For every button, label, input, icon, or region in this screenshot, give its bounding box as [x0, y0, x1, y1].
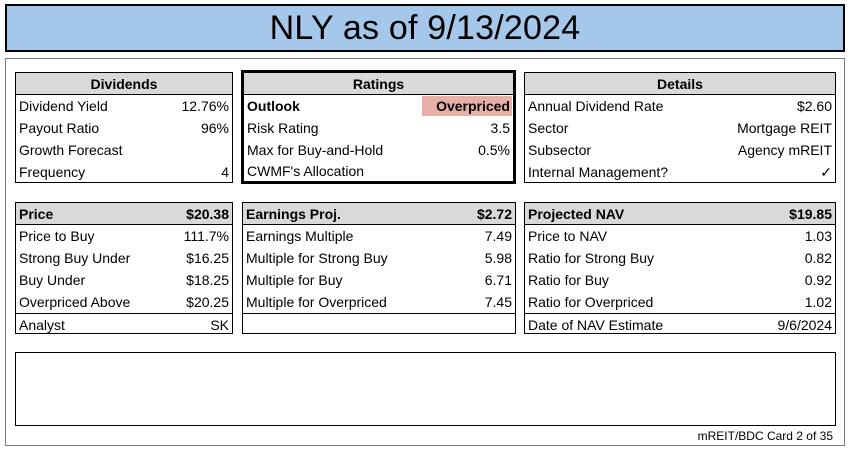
dividends-header: Dividends: [16, 73, 232, 95]
buy-under-row: Buy Under $18.25: [16, 269, 232, 291]
row-value: 0.5%: [478, 142, 510, 158]
price-to-buy-row: Price to Buy 111.7%: [16, 225, 232, 247]
row-label: Outlook: [247, 98, 300, 114]
row-value: 12.76%: [181, 98, 229, 114]
row-label: Subsector: [528, 142, 592, 158]
row-value: Agency mREIT: [737, 142, 832, 158]
row-value: 7.45: [484, 294, 512, 310]
row-label: Price to Buy: [19, 228, 95, 244]
row-label: Payout Ratio: [19, 120, 100, 136]
row-value: $18.25: [186, 272, 229, 288]
row-value: 96%: [200, 120, 229, 136]
row-label: Sector: [528, 120, 569, 136]
row-label: Multiple for Overpriced: [246, 294, 387, 310]
header-label: Projected NAV: [528, 205, 625, 222]
multiple-strong-buy-row: Multiple for Strong Buy 5.98: [243, 247, 515, 269]
page-title: NLY as of 9/13/2024: [5, 4, 845, 52]
row-label: Ratio for Overpriced: [528, 294, 654, 310]
header-label: Price: [19, 205, 54, 222]
row-label: Date of NAV Estimate: [528, 316, 664, 333]
card-footer: mREIT/BDC Card 2 of 35: [697, 429, 833, 443]
risk-rating-row: Risk Rating 3.5: [244, 117, 513, 139]
row-label: Multiple for Strong Buy: [246, 250, 388, 266]
header-value: $19.85: [789, 205, 832, 222]
row-value: 7.49: [484, 228, 512, 244]
payout-ratio-row: Payout Ratio 96%: [16, 117, 232, 139]
price-header: Price $20.38: [16, 203, 232, 225]
header-value: $2.72: [476, 205, 512, 222]
row-value: Mortgage REIT: [737, 120, 832, 136]
row-label: Earnings Multiple: [246, 228, 354, 244]
row-value: $2.60: [796, 98, 832, 114]
details-header: Details: [525, 73, 835, 95]
row-value: 3.5: [490, 120, 510, 136]
checkmark-icon: ✓: [820, 163, 832, 180]
row-label: Ratio for Buy: [528, 272, 609, 288]
row-label: Growth Forecast: [19, 142, 123, 158]
ratio-strong-buy-row: Ratio for Strong Buy 0.82: [525, 247, 835, 269]
card-frame: [5, 58, 845, 446]
overpriced-above-row: Overpriced Above $20.25: [16, 291, 232, 313]
header-value: $20.38: [186, 205, 229, 222]
row-label: Internal Management?: [528, 164, 669, 180]
row-value: 1.03: [804, 228, 832, 244]
row-label: Ratio for Strong Buy: [528, 250, 655, 266]
row-value: 4: [221, 164, 229, 180]
subsector-row: Subsector Agency mREIT: [525, 139, 835, 161]
growth-forecast-row: Growth Forecast: [16, 139, 232, 161]
strong-buy-under-row: Strong Buy Under $16.25: [16, 247, 232, 269]
row-label: Overpriced Above: [19, 294, 131, 310]
frequency-row: Frequency 4: [16, 161, 232, 183]
notes-box: [15, 352, 836, 426]
analyst-row: Analyst SK: [16, 313, 232, 335]
row-value: 9/6/2024: [777, 316, 833, 333]
price-panel: Price $20.38 Price to Buy 111.7% Strong Bu…: [15, 202, 233, 334]
multiple-overpriced-row: Multiple for Overpriced 7.45: [243, 291, 515, 313]
row-value: 1.02: [804, 294, 832, 310]
row-label: CWMF's Allocation: [247, 163, 365, 179]
earnings-multiple-row: Earnings Multiple 7.49: [243, 225, 515, 247]
row-value: $16.25: [186, 250, 229, 266]
multiple-buy-row: Multiple for Buy 6.71: [243, 269, 515, 291]
dividends-panel: Dividends Dividend Yield 12.76% Payout Ra…: [15, 72, 233, 183]
empty-row: [243, 313, 515, 335]
nav-header: Projected NAV $19.85: [525, 203, 835, 225]
row-label: Strong Buy Under: [19, 250, 131, 266]
row-value: 6.71: [484, 272, 512, 288]
row-label: Analyst: [19, 316, 65, 333]
row-value: 0.92: [804, 272, 832, 288]
row-label: Buy Under: [19, 272, 86, 288]
ratings-header: Ratings: [244, 73, 513, 95]
row-label: Dividend Yield: [19, 98, 108, 114]
row-label: Price to NAV: [528, 228, 608, 244]
outlook-status-badge: Overpriced: [422, 96, 512, 116]
sector-row: Sector Mortgage REIT: [525, 117, 835, 139]
row-label: Risk Rating: [247, 120, 319, 136]
row-value: $20.25: [186, 294, 229, 310]
max-buy-hold-row: Max for Buy-and-Hold 0.5%: [244, 139, 513, 161]
ratio-buy-row: Ratio for Buy 0.92: [525, 269, 835, 291]
annual-dividend-row: Annual Dividend Rate $2.60: [525, 95, 835, 117]
row-label: Frequency: [19, 164, 86, 180]
ratings-panel: Ratings Outlook Overpriced Risk Rating 3.…: [241, 70, 516, 184]
row-label: Annual Dividend Rate: [528, 98, 664, 114]
allocation-row: CWMF's Allocation: [244, 161, 513, 181]
earnings-header: Earnings Proj. $2.72: [243, 203, 515, 225]
row-value: SK: [210, 316, 229, 333]
row-label: Max for Buy-and-Hold: [247, 142, 384, 158]
ratio-overpriced-row: Ratio for Overpriced 1.02: [525, 291, 835, 313]
outlook-row: Outlook Overpriced: [244, 95, 513, 117]
row-value: 5.98: [484, 250, 512, 266]
header-label: Earnings Proj.: [246, 205, 341, 222]
nav-date-row: Date of NAV Estimate 9/6/2024: [525, 313, 835, 335]
row-value: 0.82: [804, 250, 832, 266]
earnings-panel: Earnings Proj. $2.72 Earnings Multiple 7.4…: [242, 202, 516, 334]
internal-management-row: Internal Management? ✓: [525, 161, 835, 183]
nav-panel: Projected NAV $19.85 Price to NAV 1.03 Rat…: [524, 202, 836, 334]
dividend-yield-row: Dividend Yield 12.76%: [16, 95, 232, 117]
row-value: 111.7%: [183, 228, 229, 244]
row-label: Multiple for Buy: [246, 272, 343, 288]
price-to-nav-row: Price to NAV 1.03: [525, 225, 835, 247]
details-panel: Details Annual Dividend Rate $2.60 Sector…: [524, 72, 836, 183]
